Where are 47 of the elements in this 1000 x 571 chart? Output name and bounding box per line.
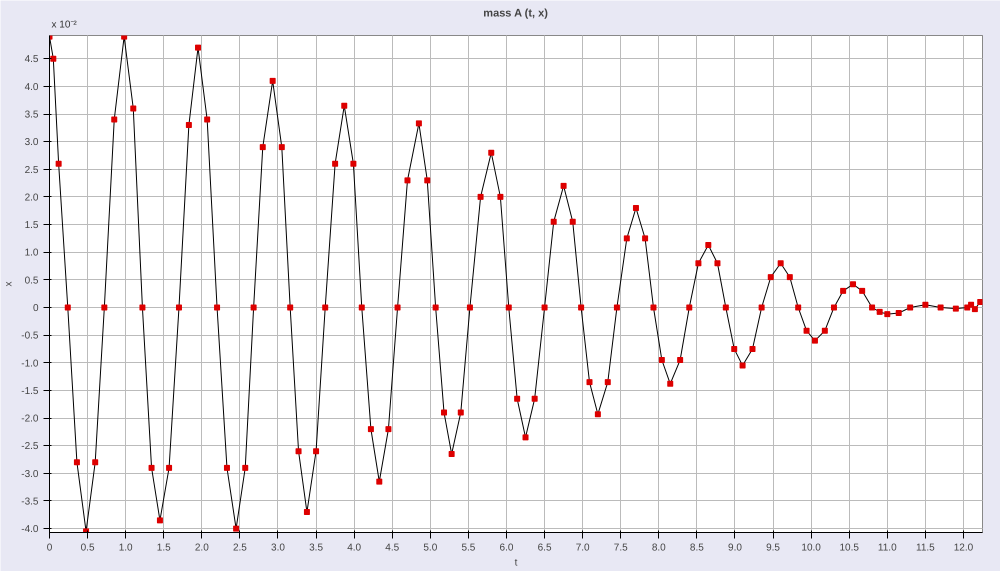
y-tick-label: -2.5 [21, 441, 39, 452]
y-tick-label: -2.0 [21, 414, 39, 425]
chart-title: mass A (t, x) [483, 8, 548, 20]
y-tick-label: -3.0 [21, 468, 39, 480]
x-tick-label: 6.0 [500, 542, 514, 554]
x-tick-label: 9.0 [728, 542, 742, 554]
x-tick-label: 11.0 [878, 542, 898, 554]
y-tick-label: -4.0 [21, 524, 39, 536]
y-tick-label: 1.0 [24, 248, 39, 259]
y-tick-label: 2.0 [24, 192, 39, 204]
x-tick-label: 1.5 [156, 542, 172, 554]
y-tick-label: -1.0 [21, 358, 39, 370]
x-tick-label: 10.5 [839, 542, 860, 554]
y-tick-label: 2.5 [24, 164, 39, 176]
y-tick-label: 3.5 [24, 110, 39, 121]
x-tick-label: 7.5 [614, 542, 628, 554]
x-tick-label: 6.5 [538, 542, 552, 554]
x-tick-label: 10.0 [801, 542, 822, 554]
y-axis-title: x [3, 282, 14, 286]
y-tick-label: 4.5 [24, 54, 39, 66]
x-tick-label: 0.5 [80, 542, 95, 554]
text: x 10⁻² [52, 20, 78, 30]
x-tick-label: 8.5 [690, 542, 704, 554]
x-tick-label: 5.0 [423, 542, 438, 554]
x-tick-label: 11.5 [916, 542, 936, 554]
x-tick-label: 3.0 [271, 542, 286, 554]
y-tick-label: -0.5 [21, 330, 39, 342]
x-tick-label: 1.0 [118, 542, 134, 554]
x-tick-label: 8.0 [652, 542, 666, 554]
x-tick-label: 0 [46, 542, 53, 554]
y-tick-label: -1.5 [21, 386, 39, 397]
y-tick-label: -3.5 [21, 496, 39, 508]
y-tick-label: 1.5 [24, 220, 39, 232]
x-tick-label: 4.0 [347, 542, 362, 554]
y-tick-label: 0 [32, 302, 39, 314]
x-tick-label: 2.5 [232, 542, 248, 554]
y-tick-label: 0.5 [24, 275, 39, 286]
x-tick-label: 7.0 [576, 542, 590, 554]
x-tick-label: 12.0 [954, 542, 974, 554]
x-tick-label: 5.5 [461, 542, 476, 554]
x-tick-label: 3.5 [309, 542, 324, 554]
x-tick-label: 4.5 [385, 542, 400, 554]
x-tick-label: 2.0 [194, 542, 210, 554]
x-tick-label: 9.5 [766, 542, 780, 554]
y-tick-label: 3.0 [24, 137, 39, 148]
y-tick-label: 4.0 [24, 82, 39, 93]
x-axis-title: t [514, 558, 518, 568]
